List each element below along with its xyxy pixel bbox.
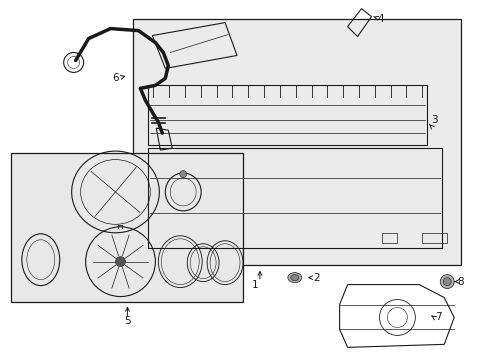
Text: 7: 7 bbox=[434, 312, 441, 323]
Text: 3: 3 bbox=[430, 115, 437, 125]
Circle shape bbox=[442, 278, 450, 285]
Bar bbox=[148, 148, 441, 248]
Bar bbox=[11, 153, 243, 302]
Circle shape bbox=[439, 275, 453, 289]
Text: 2: 2 bbox=[313, 273, 320, 283]
Text: 1: 1 bbox=[251, 280, 258, 289]
Bar bbox=[148, 85, 427, 145]
Bar bbox=[133, 19, 460, 265]
Text: 6: 6 bbox=[112, 73, 118, 84]
Circle shape bbox=[180, 171, 186, 177]
Text: 5: 5 bbox=[124, 316, 130, 327]
Ellipse shape bbox=[287, 273, 301, 283]
Text: 4: 4 bbox=[377, 14, 384, 24]
Bar bbox=[382, 233, 397, 243]
Text: 8: 8 bbox=[456, 276, 463, 287]
Bar bbox=[422, 233, 447, 243]
Circle shape bbox=[115, 257, 125, 267]
Ellipse shape bbox=[290, 275, 298, 280]
